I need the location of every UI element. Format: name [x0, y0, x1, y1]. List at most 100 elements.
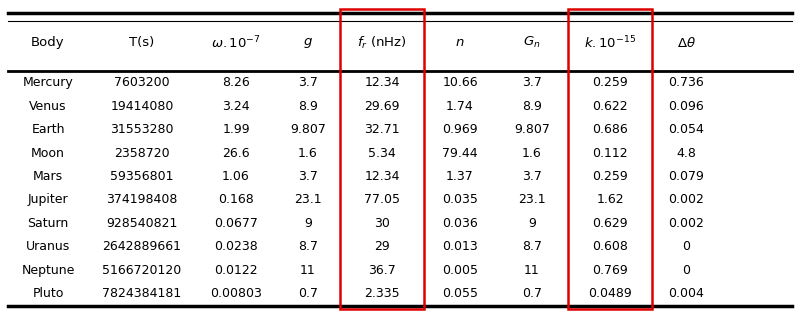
Text: 3.24: 3.24: [222, 100, 250, 112]
Text: 0.769: 0.769: [592, 264, 628, 277]
Text: 5.34: 5.34: [368, 146, 396, 159]
Text: 0.259: 0.259: [592, 76, 628, 89]
Text: 0.035: 0.035: [442, 193, 478, 206]
Text: 8.9: 8.9: [298, 100, 318, 112]
Text: 1.6: 1.6: [522, 146, 542, 159]
Text: 2642889661: 2642889661: [102, 240, 182, 253]
Bar: [568, 9, 652, 309]
Text: 7603200: 7603200: [114, 76, 170, 89]
Text: 12.34: 12.34: [364, 170, 400, 183]
Text: 1.74: 1.74: [446, 100, 474, 112]
Text: Mercury: Mercury: [22, 76, 74, 89]
Text: Moon: Moon: [31, 146, 65, 159]
Text: $G_n$: $G_n$: [523, 35, 541, 50]
Text: 0.096: 0.096: [668, 100, 704, 112]
Text: 3.7: 3.7: [298, 76, 318, 89]
Text: 12.34: 12.34: [364, 76, 400, 89]
Text: Saturn: Saturn: [27, 217, 69, 230]
Text: 0.004: 0.004: [668, 287, 704, 300]
Text: 3.7: 3.7: [522, 170, 542, 183]
Text: 928540821: 928540821: [106, 217, 178, 230]
Text: 11: 11: [300, 264, 316, 277]
Text: 0.168: 0.168: [218, 193, 254, 206]
Text: 0.036: 0.036: [442, 217, 478, 230]
Text: Jupiter: Jupiter: [28, 193, 68, 206]
Text: 0.079: 0.079: [668, 170, 704, 183]
Text: 0.608: 0.608: [592, 240, 628, 253]
Text: Venus: Venus: [30, 100, 66, 112]
Text: Uranus: Uranus: [26, 240, 70, 253]
Text: $f_r$ (nHz): $f_r$ (nHz): [358, 34, 406, 51]
Text: T(s): T(s): [130, 36, 154, 49]
Text: 0.054: 0.054: [668, 123, 704, 136]
Text: 0.0238: 0.0238: [214, 240, 258, 253]
Text: 23.1: 23.1: [518, 193, 546, 206]
Text: 29: 29: [374, 240, 390, 253]
Text: 4.8: 4.8: [676, 146, 696, 159]
Text: 0.055: 0.055: [442, 287, 478, 300]
Text: 0.002: 0.002: [668, 193, 704, 206]
Text: $n$: $n$: [455, 36, 465, 49]
Text: 26.6: 26.6: [222, 146, 250, 159]
Text: 0.0677: 0.0677: [214, 217, 258, 230]
Text: 5166720120: 5166720120: [102, 264, 182, 277]
Text: 1.62: 1.62: [596, 193, 624, 206]
Text: 23.1: 23.1: [294, 193, 322, 206]
Text: 0.686: 0.686: [592, 123, 628, 136]
Text: 374198408: 374198408: [106, 193, 178, 206]
Text: 0.622: 0.622: [592, 100, 628, 112]
Text: Neptune: Neptune: [22, 264, 74, 277]
Text: $\omega.10^{-7}$: $\omega.10^{-7}$: [211, 34, 261, 51]
Bar: [340, 9, 424, 309]
Text: 0.629: 0.629: [592, 217, 628, 230]
Text: 8.7: 8.7: [298, 240, 318, 253]
Text: 9: 9: [528, 217, 536, 230]
Text: 7824384181: 7824384181: [102, 287, 182, 300]
Text: $\Delta\theta$: $\Delta\theta$: [677, 36, 695, 49]
Text: 0.736: 0.736: [668, 76, 704, 89]
Text: 19414080: 19414080: [110, 100, 174, 112]
Text: 0.7: 0.7: [298, 287, 318, 300]
Text: Body: Body: [31, 36, 65, 49]
Text: 31553280: 31553280: [110, 123, 174, 136]
Text: Pluto: Pluto: [32, 287, 64, 300]
Text: 0.0489: 0.0489: [588, 287, 632, 300]
Text: 0.002: 0.002: [668, 217, 704, 230]
Text: 0.112: 0.112: [592, 146, 628, 159]
Text: 0.00803: 0.00803: [210, 287, 262, 300]
Text: 9.807: 9.807: [514, 123, 550, 136]
Text: 0.0122: 0.0122: [214, 264, 258, 277]
Text: 77.05: 77.05: [364, 193, 400, 206]
Text: 3.7: 3.7: [522, 76, 542, 89]
Text: Earth: Earth: [31, 123, 65, 136]
Text: 0: 0: [682, 264, 690, 277]
Text: 3.7: 3.7: [298, 170, 318, 183]
Text: 30: 30: [374, 217, 390, 230]
Text: 11: 11: [524, 264, 540, 277]
Text: 0.005: 0.005: [442, 264, 478, 277]
Text: 0.969: 0.969: [442, 123, 478, 136]
Text: $g$: $g$: [303, 36, 313, 49]
Text: 59356801: 59356801: [110, 170, 174, 183]
Text: Mars: Mars: [33, 170, 63, 183]
Text: 8.7: 8.7: [522, 240, 542, 253]
Text: 1.06: 1.06: [222, 170, 250, 183]
Text: 1.99: 1.99: [222, 123, 250, 136]
Text: 2.335: 2.335: [364, 287, 400, 300]
Text: 0.013: 0.013: [442, 240, 478, 253]
Text: 10.66: 10.66: [442, 76, 478, 89]
Text: 1.37: 1.37: [446, 170, 474, 183]
Text: $k.10^{-15}$: $k.10^{-15}$: [584, 34, 636, 51]
Text: 1.6: 1.6: [298, 146, 318, 159]
Text: 9.807: 9.807: [290, 123, 326, 136]
Text: 9: 9: [304, 217, 312, 230]
Text: 32.71: 32.71: [364, 123, 400, 136]
Text: 8.26: 8.26: [222, 76, 250, 89]
Text: 0.259: 0.259: [592, 170, 628, 183]
Text: 29.69: 29.69: [364, 100, 400, 112]
Text: 0: 0: [682, 240, 690, 253]
Text: 2358720: 2358720: [114, 146, 170, 159]
Text: 0.7: 0.7: [522, 287, 542, 300]
Text: 36.7: 36.7: [368, 264, 396, 277]
Text: 79.44: 79.44: [442, 146, 478, 159]
